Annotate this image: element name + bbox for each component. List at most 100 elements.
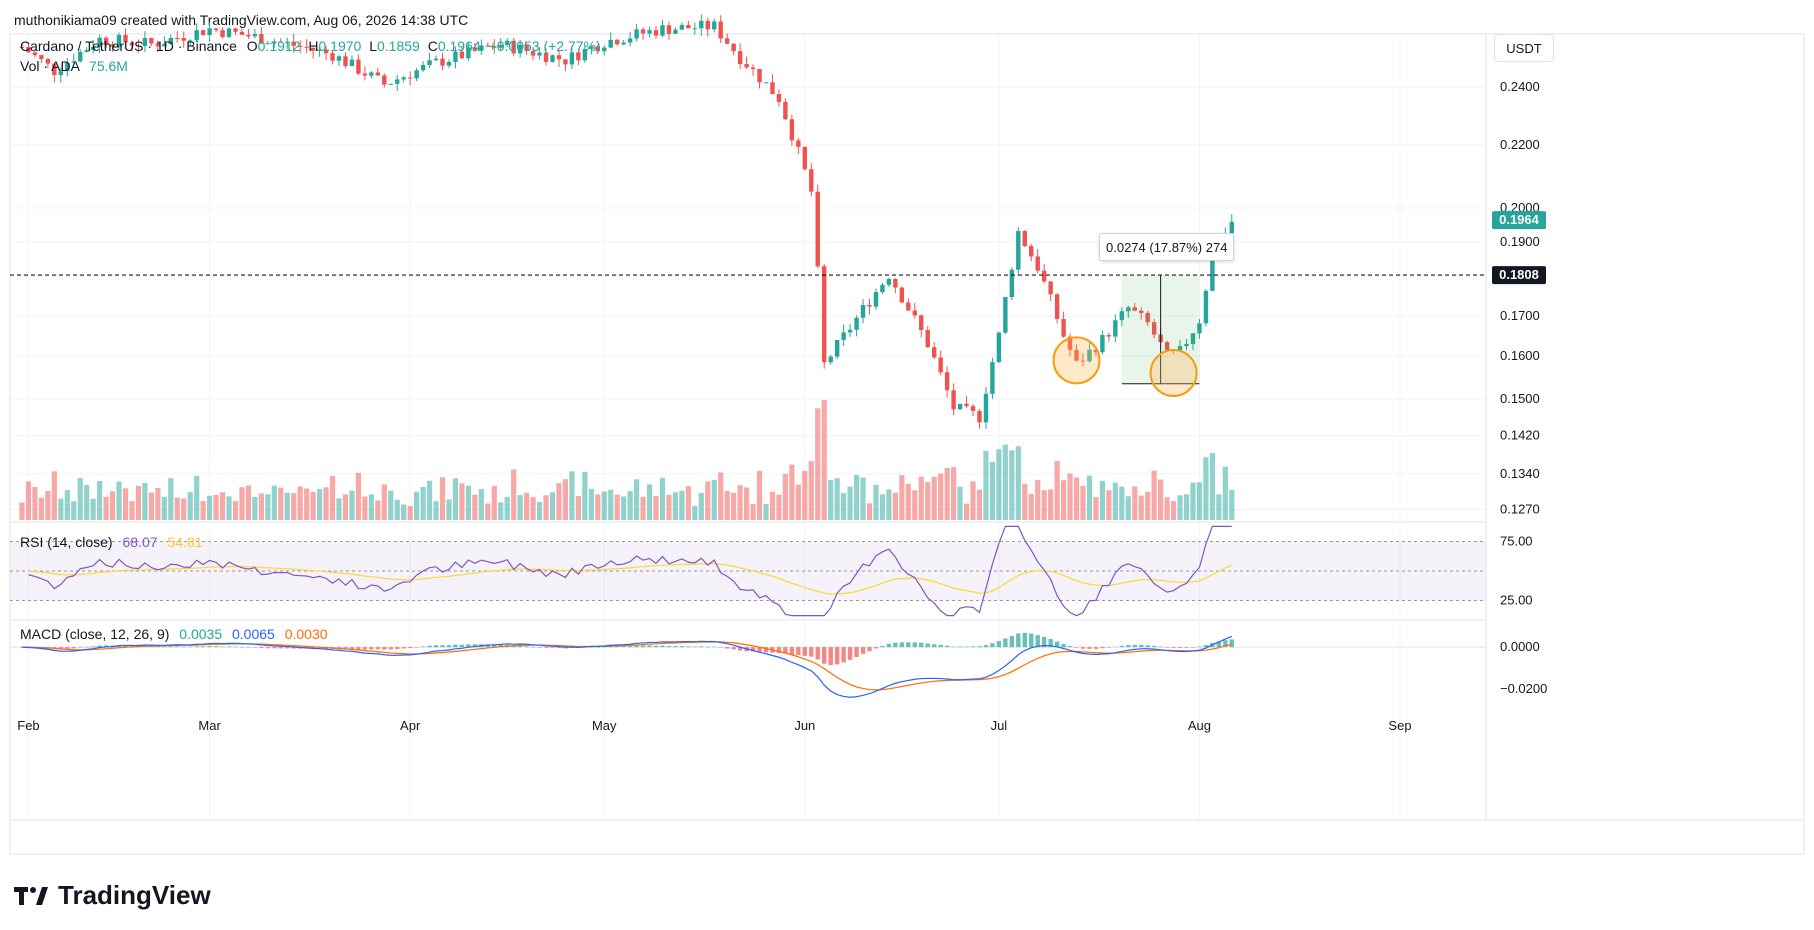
macd-histogram-bar <box>834 647 840 665</box>
candle-body <box>931 347 937 358</box>
volume-label[interactable]: Vol · ADA <box>20 58 80 74</box>
macd-histogram-bar <box>1139 644 1144 648</box>
time-axis-label: Jun <box>794 718 815 733</box>
close-value: 0.1964 <box>437 38 481 54</box>
candle-body <box>1190 333 1196 344</box>
macd-title[interactable]: MACD (close, 12, 26, 9) <box>20 626 170 642</box>
volume-bar <box>841 493 847 520</box>
currency-button[interactable]: USDT <box>1494 34 1554 62</box>
candle-body <box>569 52 575 65</box>
time-axis-label: May <box>592 718 617 733</box>
macd-histogram-bar <box>602 646 607 648</box>
candle-body <box>252 33 258 37</box>
volume-bar <box>1086 475 1093 520</box>
highlight-circle <box>1052 336 1101 385</box>
volume-bar <box>666 494 672 520</box>
candle-body <box>1210 254 1215 291</box>
macd-histogram-bar <box>175 646 180 648</box>
candle-body <box>511 40 516 54</box>
macd-histogram-bar <box>233 646 238 648</box>
candle-body <box>867 305 872 307</box>
volume-bar <box>32 487 38 520</box>
candle-body <box>964 403 969 407</box>
symbol-name[interactable]: Cardano / TetherUS · 1D · Binance <box>20 38 237 54</box>
macd-histogram-bar <box>466 644 471 648</box>
candle-body <box>349 59 355 67</box>
volume-bar <box>828 480 834 520</box>
volume-bar <box>226 496 232 520</box>
low-label: L <box>369 38 377 54</box>
candle-body <box>970 406 976 411</box>
macd-histogram-bar <box>957 646 963 648</box>
volume-bar <box>582 471 588 520</box>
candle-body <box>692 28 698 30</box>
candle-body <box>45 59 51 64</box>
candle-body <box>828 356 833 363</box>
volume-bar <box>1229 489 1235 520</box>
candle-body <box>983 393 989 423</box>
volume-bar <box>45 491 51 520</box>
volume-bar <box>731 492 737 520</box>
volume-bar <box>646 484 653 520</box>
candle-body <box>505 40 510 45</box>
macd-histogram-bar <box>1203 645 1209 648</box>
volume-bar <box>1145 491 1151 520</box>
macd-signal-value: 0.0030 <box>284 626 328 642</box>
volume-bar <box>621 496 627 520</box>
candle-body <box>433 58 439 61</box>
line-price-tag <box>1492 266 1546 285</box>
candle-body <box>660 25 665 36</box>
candle-body <box>944 372 950 391</box>
candle-body <box>724 38 730 44</box>
candle-body <box>608 39 613 48</box>
macd-histogram-bar <box>285 647 290 649</box>
volume-bar <box>304 488 310 520</box>
volume-bar <box>265 494 271 520</box>
volume-bar <box>362 496 368 520</box>
volume-bar <box>769 491 776 520</box>
macd-histogram-bar <box>395 647 400 650</box>
volume-bar <box>957 486 963 520</box>
candle-body <box>912 310 917 316</box>
candle-body <box>621 42 626 45</box>
volume-bar <box>291 493 297 520</box>
candle-body <box>1087 349 1092 362</box>
macd-histogram-bar <box>1087 647 1092 649</box>
candle-body <box>524 44 529 52</box>
candle-body <box>97 37 102 48</box>
candle-body <box>977 410 982 423</box>
tradingview-logo[interactable]: TradingView <box>14 880 211 911</box>
candle-body <box>925 329 930 348</box>
volume-bar <box>1015 446 1021 520</box>
price-tick-label: 0.2400 <box>1500 79 1540 94</box>
macd-histogram-bar <box>1061 644 1066 648</box>
macd-histogram-bar <box>524 646 529 648</box>
macd-line <box>21 635 1233 698</box>
volume-bar <box>892 492 898 520</box>
macd-histogram-bar <box>155 646 161 648</box>
candle-body <box>1164 342 1170 350</box>
candle-body <box>757 68 762 83</box>
candle-body <box>530 51 536 56</box>
candle-body <box>136 45 141 47</box>
candle-body <box>149 37 154 44</box>
macd-histogram-bar <box>686 646 691 648</box>
candle-body <box>78 51 83 62</box>
candle-body <box>459 51 465 59</box>
change-value: +0.0053 (+2.77%) <box>488 38 601 54</box>
volume-bar <box>336 498 342 520</box>
macd-histogram-bar <box>1067 646 1073 648</box>
candle-body <box>485 45 491 47</box>
macd-histogram-bar <box>550 647 555 648</box>
macd-histogram-bar <box>459 644 465 648</box>
rsi-title[interactable]: RSI (14, close) <box>20 534 113 550</box>
rsi-ma-line <box>28 562 1233 595</box>
volume-bar <box>71 501 77 520</box>
volume-bar <box>122 488 129 520</box>
axes: Feb Mar Apr May Jun Jul Aug Sep0.24000.22000.20… <box>17 79 1547 733</box>
volume-bar <box>103 496 109 520</box>
macd-histogram-bar <box>1003 638 1008 648</box>
macd-histogram-bar <box>938 644 943 648</box>
volume-bar <box>1158 479 1164 520</box>
